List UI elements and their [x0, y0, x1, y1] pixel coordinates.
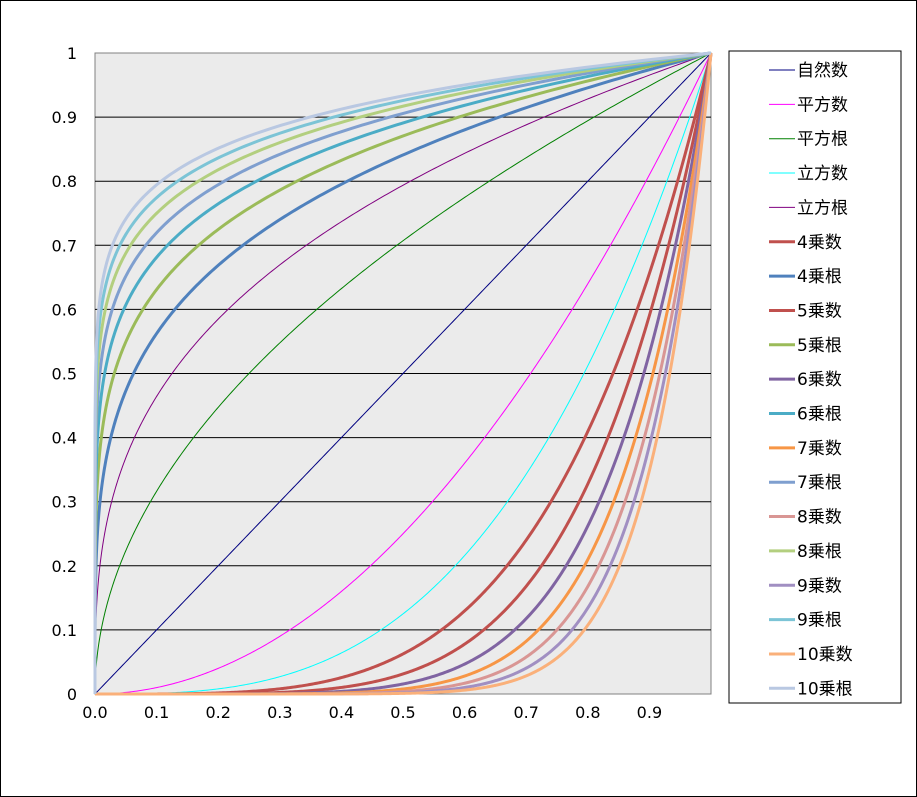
y-tick-label: 0.5 — [52, 365, 77, 384]
series-line-2 — [94, 52, 712, 694]
legend-label: 6乗数 — [797, 370, 842, 390]
x-tick-label: 0.5 — [390, 703, 415, 722]
series-line-1 — [95, 52, 712, 695]
x-tick-label: 0.3 — [267, 703, 292, 722]
legend-label: 立方根 — [797, 198, 848, 218]
x-axis-ticks: 0.0 0.1 0.2 0.3 0.4 0.5 0.6 0.7 0.8 0.9 — [82, 703, 662, 722]
legend-label: 平方根 — [797, 130, 848, 150]
x-tick-label: 0.7 — [513, 703, 538, 722]
legend-label: 平方数 — [797, 95, 848, 115]
y-tick-label: 0.9 — [52, 108, 77, 127]
y-tick-label: 0 — [67, 685, 77, 704]
legend-label: 7乗根 — [797, 473, 842, 493]
series-line-17 — [95, 52, 713, 696]
legend-label: 5乗根 — [797, 336, 842, 356]
grid-lines — [95, 116, 711, 631]
series-lines — [93, 51, 713, 696]
legend-label: 4乗根 — [797, 267, 842, 287]
legend-label: 8乗数 — [797, 508, 842, 528]
x-tick-label: 0.6 — [452, 703, 477, 722]
x-tick-label: 0.8 — [575, 703, 600, 722]
legend-label: 立方数 — [797, 164, 848, 184]
legend-label: 6乗根 — [797, 405, 842, 425]
legend-label: 4乗数 — [797, 233, 842, 253]
y-tick-label: 0.4 — [52, 429, 77, 448]
y-tick-label: 0.3 — [52, 493, 77, 512]
legend-label: 9乗数 — [797, 576, 842, 596]
legend-label: 自然数 — [797, 61, 848, 81]
legend-label: 10乗根 — [797, 679, 853, 699]
x-tick-label: 0.4 — [329, 703, 354, 722]
y-tick-label: 0.6 — [52, 300, 77, 319]
x-tick-label: 0.9 — [637, 703, 662, 722]
legend-label: 9乗根 — [797, 611, 842, 631]
x-tick-label: 0.0 — [82, 703, 107, 722]
x-tick-label: 0.2 — [205, 703, 230, 722]
legend-label: 8乗根 — [797, 542, 842, 562]
y-tick-label: 0.2 — [52, 557, 77, 576]
legend-box — [728, 50, 902, 704]
y-tick-label: 0.8 — [52, 172, 77, 191]
y-tick-label: 0.7 — [52, 236, 77, 255]
y-tick-label: 0.1 — [52, 621, 77, 640]
legend-label: 7乗数 — [797, 439, 842, 459]
series-line-3 — [95, 52, 712, 695]
series-line-18 — [93, 51, 712, 694]
series-line-0 — [94, 52, 712, 695]
legend-label: 5乗数 — [797, 301, 842, 321]
legend-label: 10乗数 — [797, 645, 853, 665]
y-axis-ticks: 0 0.1 0.2 0.3 0.4 0.5 0.6 0.7 0.8 0.9 1 — [52, 44, 77, 704]
series-line-4 — [94, 52, 712, 694]
y-tick-label: 1 — [67, 44, 77, 63]
x-tick-label: 0.1 — [144, 703, 169, 722]
